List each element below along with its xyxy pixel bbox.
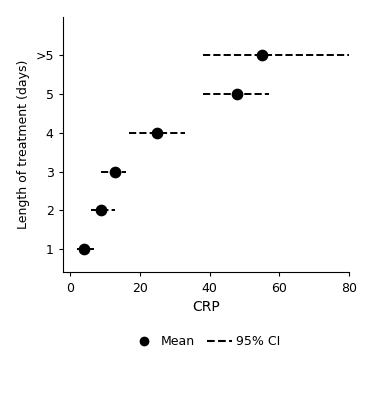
Legend: Mean, 95% CI: Mean, 95% CI: [127, 330, 285, 353]
Y-axis label: Length of treatment (days): Length of treatment (days): [17, 60, 30, 229]
X-axis label: CRP: CRP: [192, 300, 220, 314]
Point: [112, 168, 118, 175]
Point: [81, 246, 87, 252]
Point: [154, 130, 160, 136]
Point: [259, 52, 265, 59]
Point: [98, 207, 104, 214]
Point: [234, 91, 240, 97]
